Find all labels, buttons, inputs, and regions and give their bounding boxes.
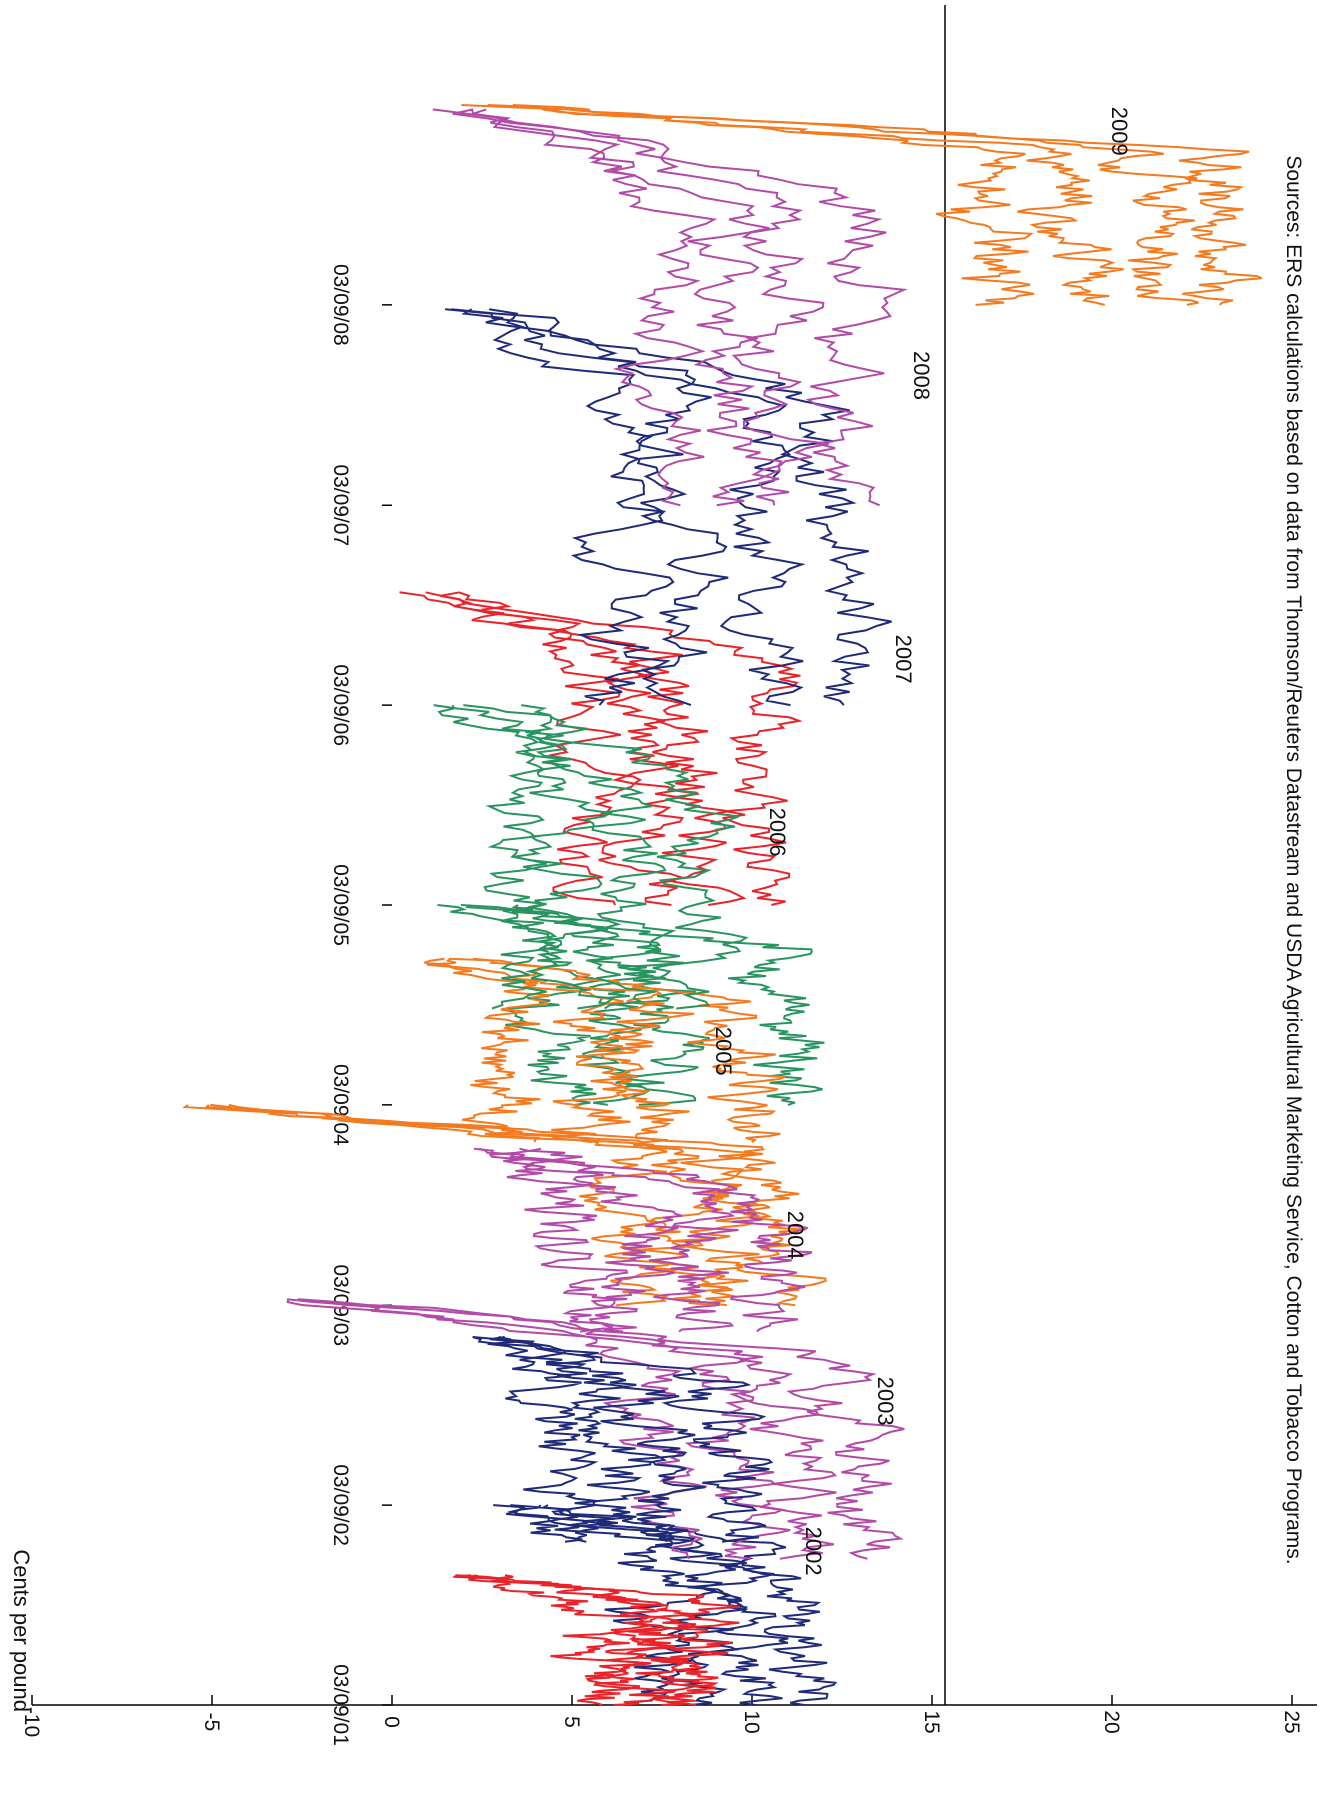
- series-2003-navy-line-2: [472, 1336, 706, 1543]
- series-2003-line-2: [298, 1298, 838, 1560]
- series-2008-line-1: [452, 108, 908, 507]
- series-2006-green-line-3: [433, 704, 622, 1010]
- x-tick-label: 03/09/05: [329, 864, 352, 946]
- y-tick-label: 25: [1280, 1710, 1303, 1733]
- series-2005-line-2: [465, 904, 710, 1106]
- series-2006-line-2: [458, 591, 747, 906]
- x-tick-label: 03/09/06: [329, 664, 352, 746]
- series-2004-violet-line-2: [473, 1147, 739, 1333]
- x-ticks: 03/09/0103/09/0203/09/0303/09/0403/09/05…: [329, 264, 392, 1746]
- x-tick-label: 03/09/02: [329, 1464, 352, 1546]
- series-2007-line-4: [488, 308, 675, 706]
- y-tick-label: -10: [20, 1707, 43, 1737]
- series-2004-violet-line-1: [519, 1147, 813, 1333]
- y-axis-label: Cents per pound: [9, 1549, 34, 1712]
- series-2008-line-4: [472, 108, 718, 507]
- series-2009-line-3: [487, 104, 1124, 306]
- series-2006-line-1: [425, 591, 803, 906]
- series-2002-red-line-2: [498, 1574, 719, 1706]
- year-label-2005: 2005: [711, 1027, 736, 1076]
- series-2007-line-1: [451, 308, 892, 706]
- y-tick-label: 15: [920, 1710, 943, 1733]
- series-2003-line-1: [297, 1298, 905, 1560]
- x-tick-label: 03/09/07: [329, 464, 352, 546]
- series-2002-red-line-4: [468, 1574, 652, 1706]
- x-tick-label: 03/09/08: [329, 264, 352, 346]
- series-2007-line-2: [461, 308, 806, 707]
- series-2006-green-line-4: [437, 704, 563, 1010]
- series-2002-red-line-1: [453, 1574, 740, 1706]
- series-2005-orange-line-3: [424, 957, 632, 1144]
- series-2004-violet-line-3: [479, 1147, 683, 1333]
- series-2003-navy-line-1: [472, 1336, 774, 1543]
- series-2005-orange-line-4: [426, 957, 551, 1143]
- series-2003-line-3: [286, 1298, 791, 1560]
- series-2002-line-2: [537, 1504, 789, 1706]
- series-2002-red-line-3: [455, 1574, 685, 1706]
- y-tick-label: 10: [740, 1710, 763, 1733]
- year-label-2004: 2004: [783, 1211, 808, 1260]
- series-2005-line-4: [437, 904, 604, 1106]
- series-2003-line-4: [286, 1299, 707, 1560]
- series-2006-green-line-1: [463, 704, 749, 1010]
- series-2008-line-2: [471, 109, 830, 506]
- series-2005-line-1: [511, 904, 825, 1106]
- series-2003-navy-line-4: [498, 1336, 599, 1543]
- y-ticks: 25 20 15 10 5 0 -5 -10: [20, 1695, 1303, 1737]
- series-2009-line-2: [461, 104, 1199, 306]
- x-tick-label: 03/09/04: [329, 1064, 352, 1146]
- series-2006-green-line-2: [521, 704, 677, 1010]
- year-label-2006: 2006: [765, 808, 790, 857]
- contract-year-labels: 2002 2003 2004 2005 2006 2007 2008 2009: [711, 107, 1132, 1576]
- series-2005-orange-line-1: [448, 957, 786, 1143]
- series-2002-line-1: [540, 1504, 838, 1706]
- series-2005-orange-line-2: [473, 957, 695, 1144]
- y-tick-label: 5: [560, 1716, 583, 1728]
- x-tick-label: 03/09/01: [329, 1664, 352, 1746]
- y-tick-label: 20: [1100, 1710, 1123, 1733]
- year-label-2009: 2009: [1107, 107, 1132, 156]
- y-tick-label: 0: [380, 1716, 403, 1728]
- year-label-2003: 2003: [873, 1377, 898, 1426]
- series-2009-line-4: [524, 104, 1035, 306]
- series-2004-violet-line-4: [488, 1147, 629, 1333]
- rotated-plot-group: Cents per pound 25 20 15 10 5 0 -5 -10 03/09/01…: [9, 5, 1317, 1746]
- source-note: Sources: ERS calculations based on data …: [1282, 155, 1305, 1564]
- series-2007-line-3: [445, 308, 729, 707]
- year-label-2007: 2007: [891, 635, 916, 684]
- year-label-2002: 2002: [801, 1527, 826, 1576]
- price-series: [182, 104, 1263, 1706]
- y-tick-label: -5: [200, 1713, 223, 1732]
- year-label-2008: 2008: [909, 351, 934, 400]
- series-2003-navy-line-3: [487, 1336, 667, 1543]
